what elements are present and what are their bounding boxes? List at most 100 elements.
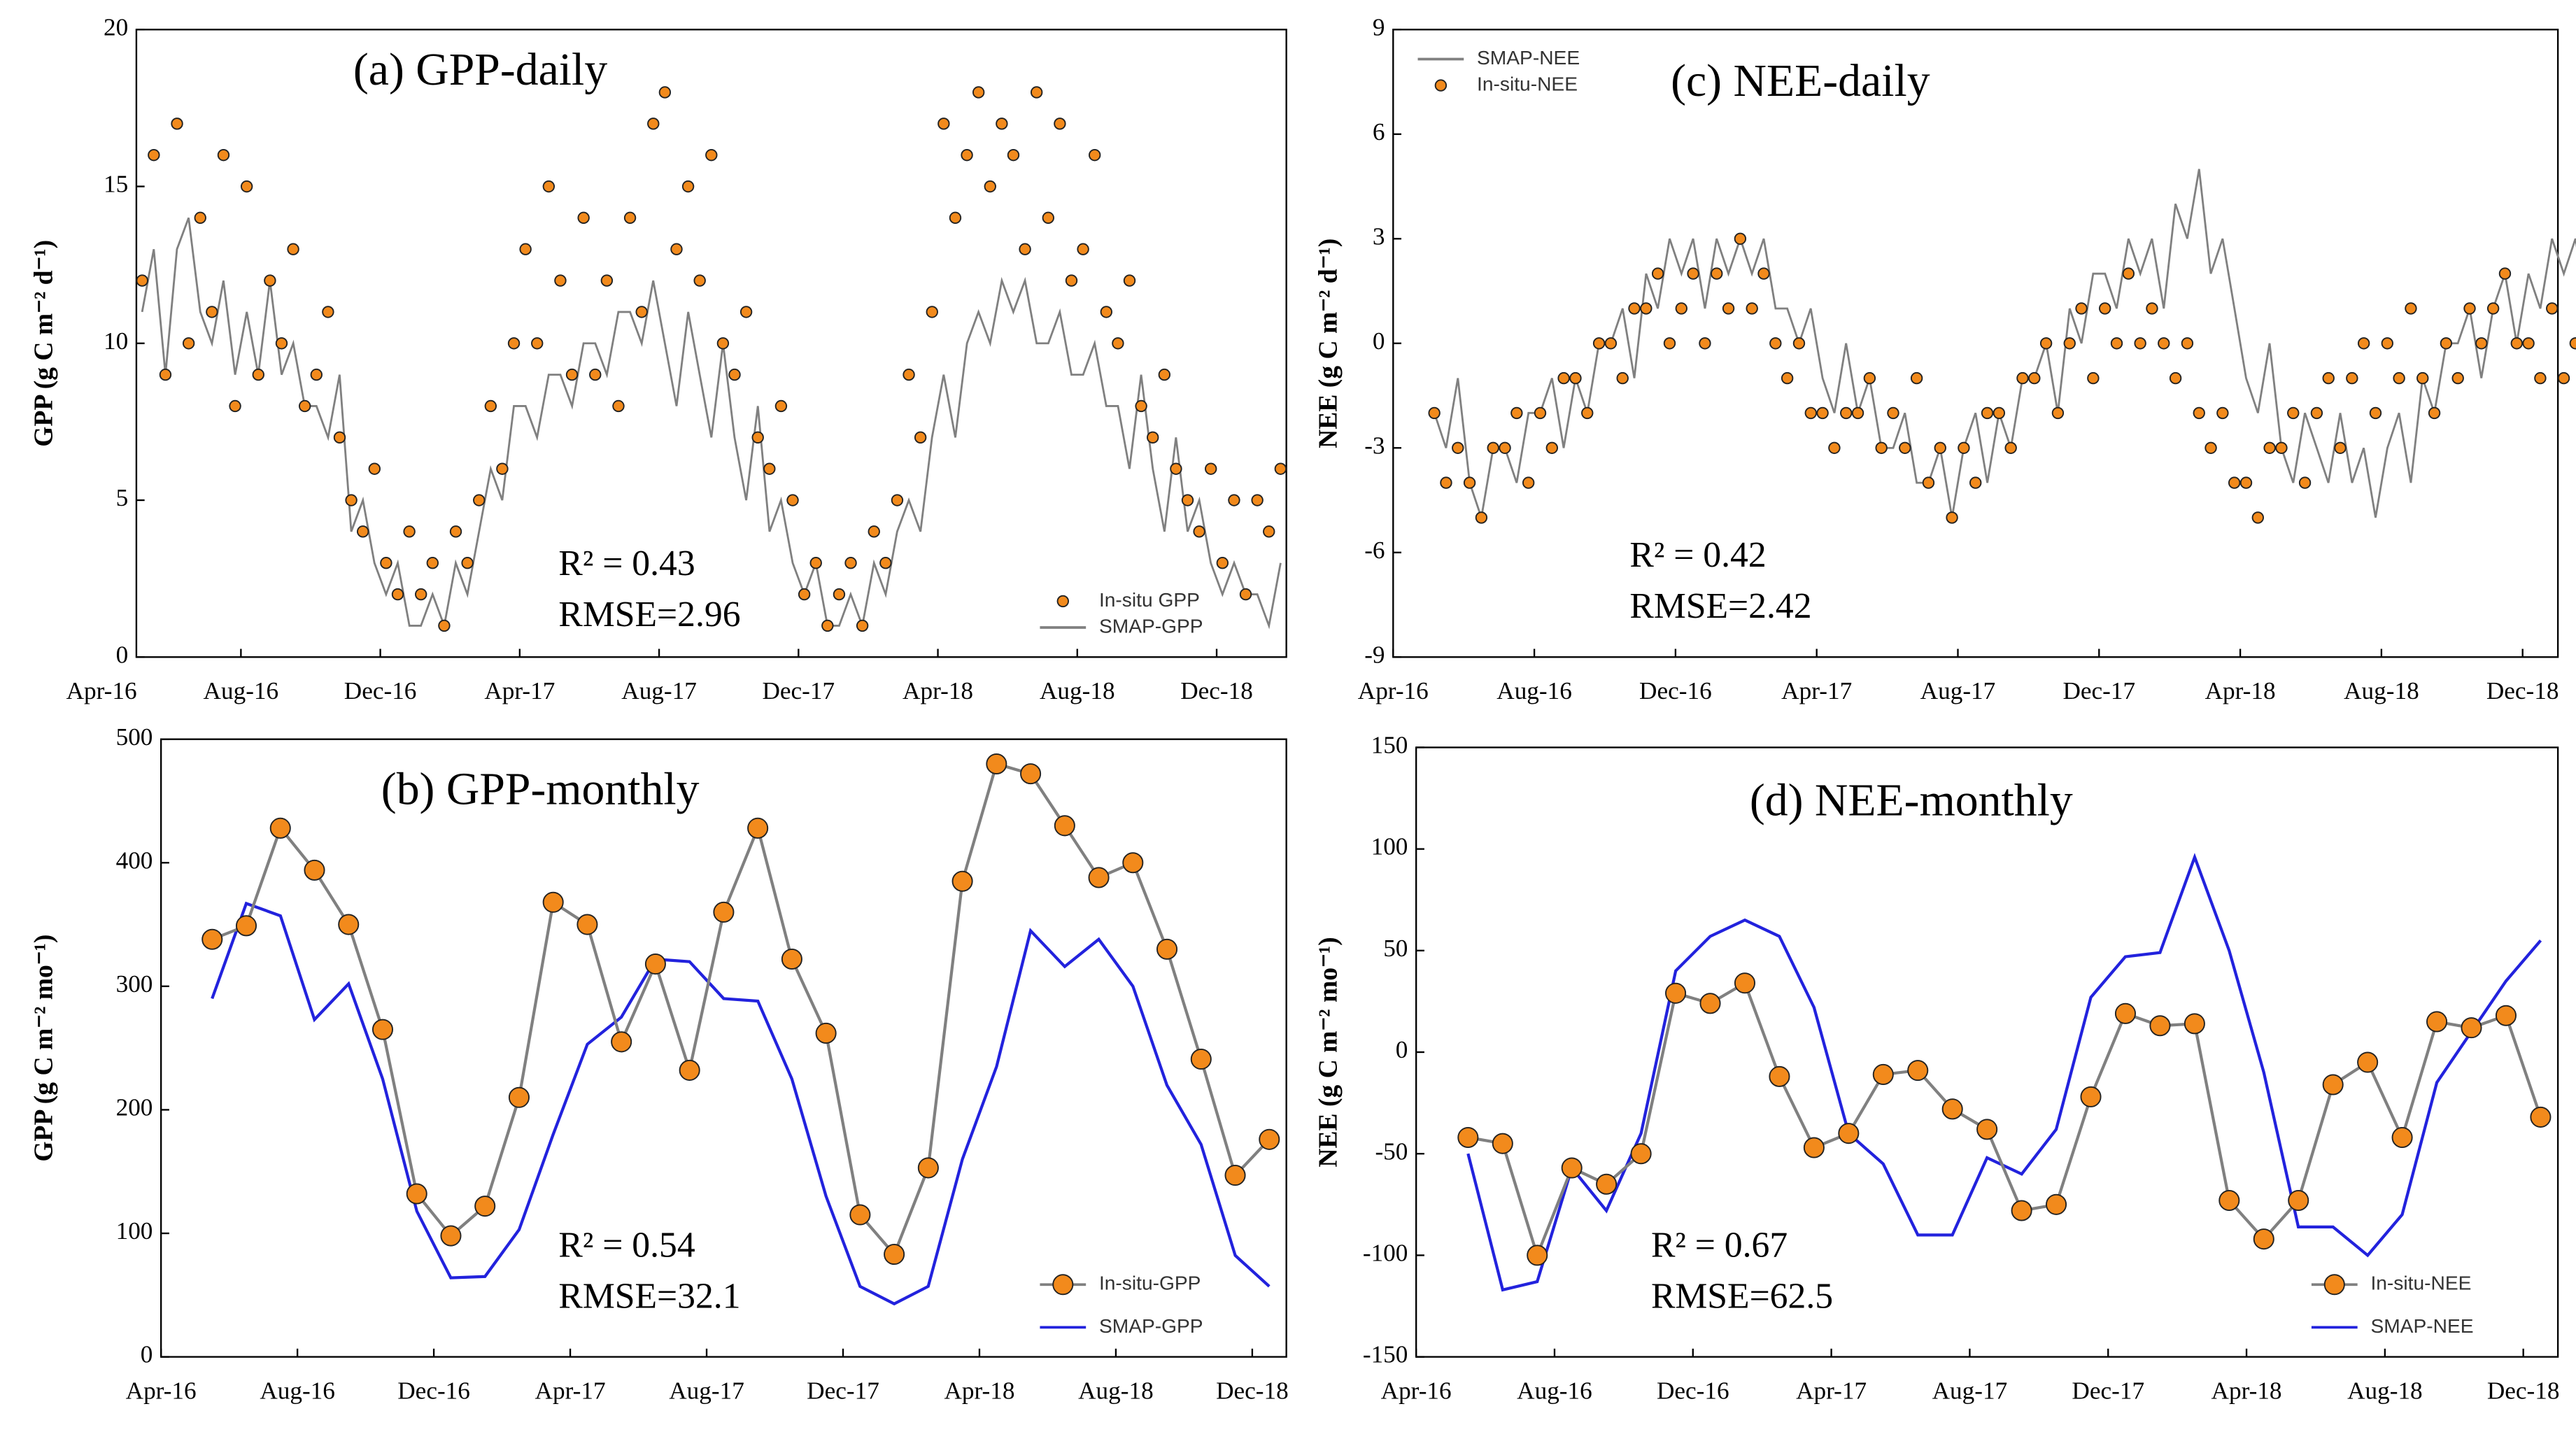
data-point (951, 870, 973, 892)
x-tick-label: Dec-16 (1657, 1377, 1729, 1404)
data-point (1699, 337, 1711, 350)
data-point (2134, 337, 2146, 350)
data-point (2263, 441, 2276, 454)
legend-marker (1056, 595, 1069, 608)
data-point (1687, 267, 1699, 280)
data-point (2322, 1074, 2344, 1096)
data-point (252, 368, 264, 381)
data-point (2463, 302, 2476, 315)
x-tick-label: Aug-16 (1496, 677, 1572, 704)
data-point (2440, 337, 2453, 350)
data-point (1781, 371, 1794, 385)
data-point (2087, 371, 2100, 385)
x-tick-label: Dec-18 (2486, 677, 2559, 704)
panel-title: (a) GPP-daily (353, 44, 607, 95)
data-point (1663, 337, 1676, 350)
y-tick-label: 0 (1373, 327, 1385, 355)
data-point (2495, 1005, 2517, 1026)
data-point (891, 494, 904, 506)
y-tick-label: -9 (1364, 641, 1385, 668)
data-point (1545, 441, 1558, 454)
data-point (2011, 1200, 2032, 1221)
data-point (287, 243, 299, 255)
data-point (728, 368, 741, 381)
x-tick-label: Dec-16 (1639, 677, 1712, 704)
data-point (1100, 306, 1112, 318)
data-point (2369, 406, 2382, 420)
data-point (705, 148, 718, 162)
data-point (2310, 406, 2323, 420)
data-point (1581, 406, 1594, 420)
data-point (2251, 511, 2264, 524)
x-tick-label: Aug-16 (1517, 1377, 1592, 1404)
data-point (2426, 1011, 2448, 1033)
data-point (1596, 1173, 1618, 1195)
panel: 0 100 200 300 400 500 Apr-16 Aug-16 Dec-16 Apr-17… (29, 723, 1288, 1405)
data-point (786, 494, 799, 506)
data-point (1452, 441, 1464, 454)
x-tick-label: Aug-18 (1078, 1377, 1154, 1404)
x-tick-label: Apr-17 (484, 677, 555, 704)
data-point (201, 928, 223, 950)
data-point (2149, 1015, 2171, 1037)
data-point (2405, 302, 2417, 315)
y-tick-label: 15 (104, 171, 128, 198)
data-point (681, 180, 695, 193)
data-point (937, 118, 950, 130)
data-point (713, 901, 735, 923)
x-tick-label: Aug-18 (1040, 677, 1115, 704)
data-point (1934, 441, 1946, 454)
data-point (2028, 371, 2041, 385)
data-point (1557, 371, 1570, 385)
data-point (2063, 337, 2076, 350)
data-point (2218, 1189, 2240, 1212)
data-point (747, 817, 769, 839)
data-point (2051, 406, 2065, 420)
data-point (1030, 86, 1043, 99)
data-point (815, 1022, 837, 1044)
data-point (644, 954, 666, 975)
x-tick-label: Dec-17 (2072, 1377, 2144, 1404)
y-tick-label: 20 (104, 13, 128, 41)
data-point (1840, 406, 1853, 420)
x-tick-label: Apr-18 (944, 1377, 1014, 1404)
data-point (739, 306, 753, 318)
data-point (849, 1204, 871, 1226)
data-point (1561, 1157, 1583, 1179)
x-tick-label: Apr-18 (2205, 677, 2276, 704)
data-point (1088, 867, 1110, 888)
data-point (1216, 557, 1229, 569)
x-tick-label: Aug-16 (260, 1377, 335, 1404)
y-tick-label: -6 (1364, 537, 1385, 564)
data-point (2114, 1002, 2136, 1024)
y-tick-label: -50 (1375, 1137, 1408, 1165)
y-tick-label: 6 (1373, 118, 1385, 146)
data-point (2451, 371, 2464, 385)
data-point (322, 306, 334, 318)
data-point (496, 462, 509, 475)
data-point (1463, 476, 1476, 489)
data-point (679, 1059, 700, 1081)
data-point (2288, 1189, 2309, 1212)
annotation: R² = 0.54 (558, 1225, 695, 1265)
x-tick-label: Apr-18 (903, 677, 973, 704)
data-point (647, 118, 660, 130)
annotation: R² = 0.42 (1629, 535, 1766, 575)
data-point (1872, 1063, 1894, 1085)
data-point (1499, 441, 1511, 454)
data-point (1522, 476, 1535, 489)
data-point (264, 274, 276, 287)
data-point (798, 588, 811, 601)
series-line (1466, 853, 2542, 1292)
data-point (844, 557, 857, 569)
data-point (1527, 1245, 1548, 1266)
x-tick-label: Aug-17 (621, 677, 697, 704)
data-point (1147, 431, 1159, 444)
data-point (2080, 1086, 2102, 1107)
data-point (1158, 368, 1171, 381)
data-point (1746, 302, 1758, 315)
legend-label: SMAP-NEE (2370, 1314, 2473, 1337)
data-point (903, 368, 915, 381)
data-point (438, 619, 451, 632)
legend-label: In-situ GPP (1099, 588, 1200, 611)
